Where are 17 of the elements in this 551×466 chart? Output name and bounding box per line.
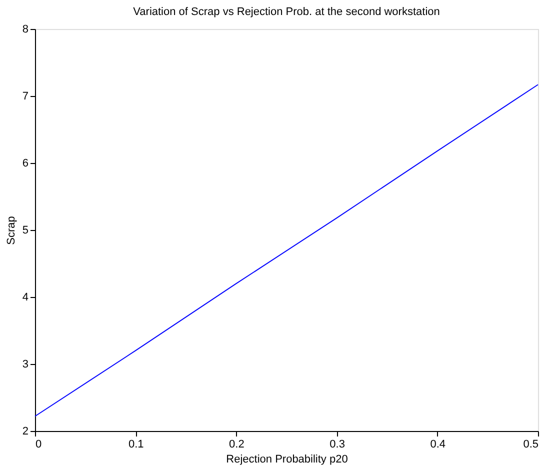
x-tick-label: 0.4 (430, 438, 446, 450)
y-tick-label: 8 (22, 24, 28, 36)
x-tick-label: 0.3 (330, 438, 345, 450)
y-tick-label: 6 (22, 158, 28, 170)
y-tick-label: 2 (22, 426, 28, 438)
y-tick-label: 3 (22, 358, 28, 370)
x-tick-label: 0.5 (523, 438, 538, 450)
y-axis-title: Scrap (5, 216, 18, 245)
chart-title: Variation of Scrap vs Rejection Prob. at the second workstation (133, 6, 440, 18)
y-tick-label: 7 (22, 90, 28, 102)
x-tick-label: 0.2 (229, 438, 244, 450)
x-tick-label: 0.1 (128, 438, 144, 450)
line-series (34, 84, 538, 417)
x-tick-label: 0 (36, 438, 42, 450)
x-axis-title: Rejection Probability p20 (226, 454, 348, 466)
y-tick-label: 5 (22, 224, 28, 236)
y-tick-label: 4 (22, 292, 28, 304)
